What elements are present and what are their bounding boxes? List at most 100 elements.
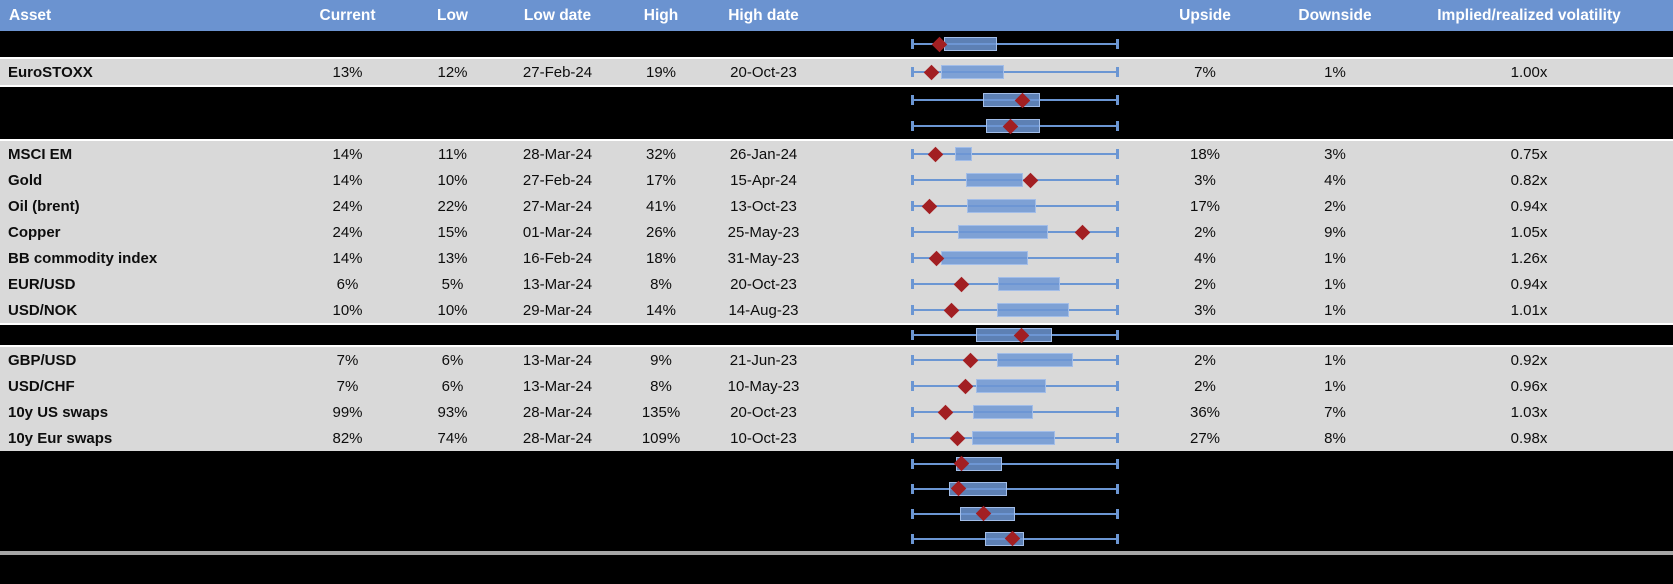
cell-high_date[interactable]: 10-Oct-23 <box>730 429 797 447</box>
cell-low_date[interactable]: 13-Mar-24 <box>522 351 593 369</box>
cell-current[interactable]: 14% <box>332 171 363 189</box>
cell-vol[interactable]: 1.01x <box>1510 301 1548 319</box>
cell-high_date[interactable]: 20-Oct-23 <box>730 63 797 81</box>
cell-high[interactable]: 19% <box>645 63 677 81</box>
cell-vol[interactable]: 1.26x <box>1510 249 1548 267</box>
cell-high_date[interactable]: 21-Jun-23 <box>729 351 798 369</box>
cell-asset[interactable]: EUR/USD <box>8 275 76 293</box>
cell-low[interactable]: 10% <box>437 171 468 189</box>
cell-current[interactable]: 7% <box>336 377 359 395</box>
cell-asset[interactable]: Copper <box>8 223 61 241</box>
cell-downside[interactable]: 1% <box>1324 301 1346 319</box>
cell-high_date[interactable]: 20-Oct-23 <box>730 275 797 293</box>
cell-current[interactable]: 14% <box>332 249 363 267</box>
cell-low_date[interactable]: 13-Mar-24 <box>522 275 593 293</box>
cell-downside[interactable]: 2% <box>1324 197 1346 215</box>
cell-asset[interactable]: Gold <box>8 171 43 189</box>
header-low[interactable]: Low <box>437 6 468 24</box>
cell-high_date[interactable]: 14-Aug-23 <box>728 301 799 319</box>
cell-asset[interactable]: 10y Eur swaps <box>8 429 113 447</box>
header-asset[interactable]: Asset <box>9 6 52 24</box>
cell-current[interactable]: 13% <box>332 63 363 81</box>
cell-downside[interactable]: 7% <box>1324 403 1346 421</box>
cell-upside[interactable]: 3% <box>1194 301 1216 319</box>
cell-upside[interactable]: 7% <box>1194 63 1216 81</box>
cell-downside[interactable]: 1% <box>1324 351 1346 369</box>
cell-high[interactable]: 9% <box>650 351 672 369</box>
cell-upside[interactable]: 2% <box>1194 377 1216 395</box>
cell-high[interactable]: 14% <box>645 301 677 319</box>
cell-low[interactable]: 6% <box>441 377 464 395</box>
cell-low[interactable]: 10% <box>437 301 468 319</box>
cell-upside[interactable]: 18% <box>1189 145 1221 163</box>
cell-high_date[interactable]: 20-Oct-23 <box>730 403 797 421</box>
cell-low_date[interactable]: 29-Mar-24 <box>522 301 593 319</box>
cell-high[interactable]: 32% <box>645 145 677 163</box>
cell-current[interactable]: 10% <box>332 301 363 319</box>
cell-asset[interactable]: USD/NOK <box>8 301 78 319</box>
cell-vol[interactable]: 0.94x <box>1510 197 1548 215</box>
cell-upside[interactable]: 3% <box>1194 171 1216 189</box>
cell-low[interactable]: 11% <box>438 145 467 163</box>
header-low-date[interactable]: Low date <box>523 6 592 24</box>
header-high[interactable]: High <box>643 6 679 24</box>
cell-low_date[interactable]: 16-Feb-24 <box>522 249 593 267</box>
cell-downside[interactable]: 1% <box>1324 275 1346 293</box>
cell-asset[interactable]: GBP/USD <box>8 351 77 369</box>
cell-asset[interactable]: EuroSTOXX <box>8 63 93 81</box>
header-upside[interactable]: Upside <box>1179 6 1231 24</box>
cell-high[interactable]: 26% <box>645 223 677 241</box>
cell-low_date[interactable]: 27-Feb-24 <box>522 63 593 81</box>
cell-low[interactable]: 93% <box>437 403 468 421</box>
cell-low[interactable]: 5% <box>441 275 464 293</box>
cell-high_date[interactable]: 31-May-23 <box>727 249 800 267</box>
cell-low_date[interactable]: 01-Mar-24 <box>522 223 593 241</box>
cell-downside[interactable]: 4% <box>1324 171 1346 189</box>
cell-downside[interactable]: 1% <box>1324 249 1346 267</box>
cell-vol[interactable]: 0.94x <box>1510 275 1548 293</box>
cell-high[interactable]: 41% <box>645 197 677 215</box>
cell-vol[interactable]: 0.92x <box>1510 351 1548 369</box>
cell-upside[interactable]: 2% <box>1194 351 1216 369</box>
cell-vol[interactable]: 1.03x <box>1510 403 1548 421</box>
cell-current[interactable]: 24% <box>332 197 363 215</box>
cell-vol[interactable]: 1.05x <box>1510 223 1548 241</box>
cell-upside[interactable]: 2% <box>1194 275 1216 293</box>
cell-current[interactable]: 99% <box>332 403 363 421</box>
cell-high[interactable]: 18% <box>645 249 677 267</box>
cell-asset[interactable]: 10y US swaps <box>8 403 109 421</box>
cell-low[interactable]: 22% <box>437 197 468 215</box>
cell-high[interactable]: 135% <box>641 403 681 421</box>
header-current[interactable]: Current <box>319 6 376 24</box>
cell-upside[interactable]: 4% <box>1194 249 1216 267</box>
cell-current[interactable]: 24% <box>332 223 363 241</box>
cell-high_date[interactable]: 10-May-23 <box>727 377 800 395</box>
cell-downside[interactable]: 8% <box>1324 429 1346 447</box>
cell-vol[interactable]: 0.96x <box>1510 377 1548 395</box>
cell-high_date[interactable]: 26-Jan-24 <box>729 145 798 163</box>
cell-low_date[interactable]: 28-Mar-24 <box>522 429 593 447</box>
cell-downside[interactable]: 9% <box>1324 223 1346 241</box>
cell-downside[interactable]: 1% <box>1324 63 1346 81</box>
cell-upside[interactable]: 27% <box>1189 429 1221 447</box>
cell-low[interactable]: 15% <box>437 223 468 241</box>
cell-upside[interactable]: 36% <box>1189 403 1221 421</box>
cell-asset[interactable]: Oil (brent) <box>8 197 80 215</box>
cell-low_date[interactable]: 28-Mar-24 <box>522 403 593 421</box>
cell-vol[interactable]: 0.82x <box>1510 171 1548 189</box>
cell-upside[interactable]: 2% <box>1194 223 1216 241</box>
cell-high_date[interactable]: 25-May-23 <box>727 223 800 241</box>
cell-vol[interactable]: 0.75x <box>1510 145 1548 163</box>
cell-vol[interactable]: 1.00x <box>1510 63 1548 81</box>
cell-low_date[interactable]: 27-Mar-24 <box>522 197 593 215</box>
cell-high[interactable]: 8% <box>650 377 672 395</box>
cell-upside[interactable]: 17% <box>1189 197 1221 215</box>
cell-downside[interactable]: 1% <box>1324 377 1346 395</box>
cell-asset[interactable]: USD/CHF <box>8 377 75 395</box>
cell-low_date[interactable]: 13-Mar-24 <box>522 377 593 395</box>
cell-asset[interactable]: BB commodity index <box>8 249 158 267</box>
cell-low[interactable]: 6% <box>441 351 464 369</box>
cell-high[interactable]: 17% <box>645 171 677 189</box>
cell-current[interactable]: 7% <box>336 351 359 369</box>
cell-current[interactable]: 82% <box>332 429 363 447</box>
